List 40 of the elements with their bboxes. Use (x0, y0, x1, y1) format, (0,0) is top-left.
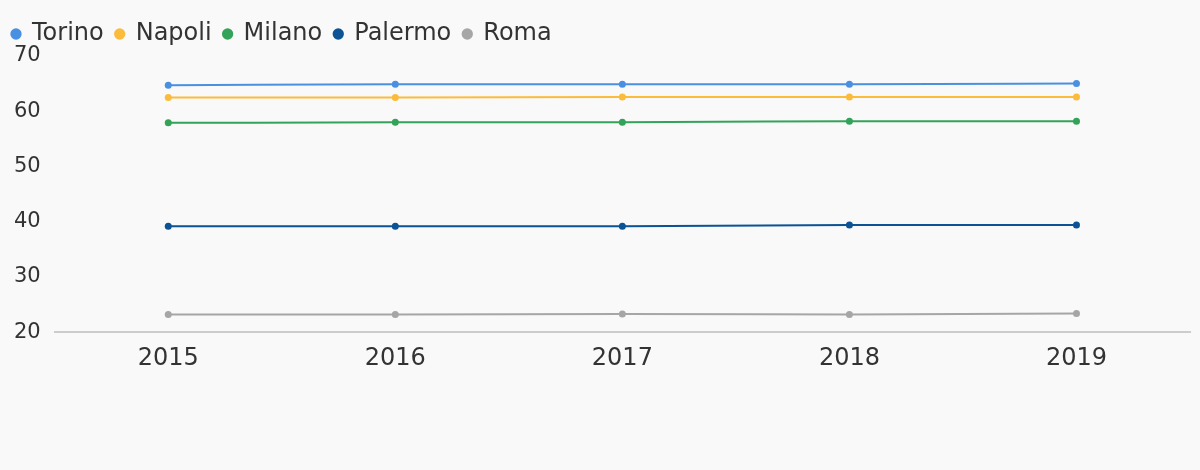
y-tick-label: 40 (13, 208, 41, 233)
point (391, 93, 399, 101)
point (845, 80, 853, 88)
point (164, 81, 172, 89)
point (391, 80, 399, 88)
point (391, 118, 399, 126)
y-tick-label: 50 (13, 152, 41, 177)
point (618, 80, 626, 88)
point (618, 93, 626, 101)
x-tick-label: 2017 (591, 342, 653, 371)
legend-label: Napoli (135, 18, 212, 47)
point (845, 117, 853, 125)
point (164, 119, 172, 127)
x-tick-label: 2015 (137, 342, 199, 371)
y-tick-label: 60 (13, 97, 41, 122)
legend-label: Roma (483, 18, 552, 47)
point (164, 311, 172, 319)
legend-label: Palermo (354, 18, 452, 47)
point (845, 311, 853, 319)
y-tick-label: 70 (13, 42, 41, 67)
y-tick-label: 20 (13, 318, 41, 343)
point (164, 93, 172, 101)
point (164, 222, 172, 230)
point (618, 118, 626, 126)
point (1072, 309, 1080, 317)
x-tick-label: 2016 (364, 342, 426, 371)
point (1072, 117, 1080, 125)
x-tick-label: 2018 (818, 342, 880, 371)
point (1072, 80, 1080, 88)
point (618, 222, 626, 230)
point (618, 310, 626, 318)
y-tick-label: 30 (13, 263, 41, 288)
point (845, 93, 853, 101)
point (845, 221, 853, 229)
legend-label: Milano (243, 18, 323, 47)
point (391, 222, 399, 230)
point (1072, 93, 1080, 101)
point (1072, 221, 1080, 229)
point (391, 311, 399, 319)
x-tick-label: 2019 (1045, 342, 1108, 371)
